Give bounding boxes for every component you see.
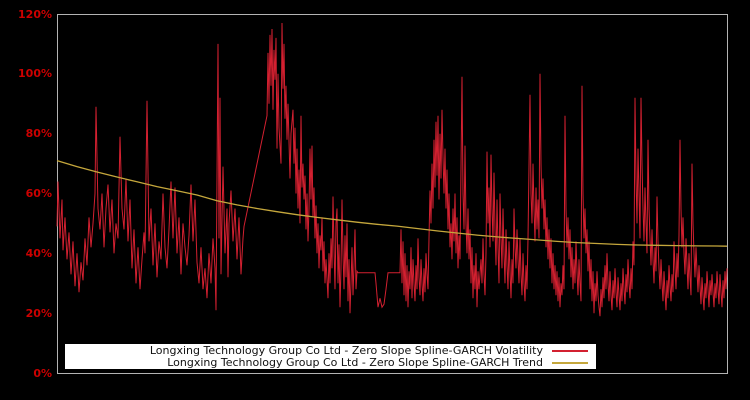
legend-label-trend: Longxing Technology Group Co Ltd - Zero … xyxy=(167,355,543,369)
y-tick-label: 20% xyxy=(25,306,52,320)
y-tick-label: 100% xyxy=(18,67,52,81)
legend-item-trend: Longxing Technology Group Co Ltd - Zero … xyxy=(65,355,596,369)
plot-border xyxy=(57,14,728,374)
volatility-line xyxy=(56,22,728,317)
y-tick-label: 120% xyxy=(18,7,52,21)
y-tick-label: 80% xyxy=(25,127,52,141)
trend-line-swatch xyxy=(552,361,588,364)
y-tick-label: 40% xyxy=(25,246,52,260)
trend-line xyxy=(56,159,728,247)
legend: Longxing Technology Group Co Ltd - Zero … xyxy=(65,344,596,369)
volatility-line-swatch xyxy=(552,349,588,352)
y-tick-label: 60% xyxy=(25,187,52,200)
legend-item-volatility: Longxing Technology Group Co Ltd - Zero … xyxy=(65,343,596,357)
y-tick-label: 0% xyxy=(33,366,52,380)
legend-label-volatility: Longxing Technology Group Co Ltd - Zero … xyxy=(149,343,543,357)
